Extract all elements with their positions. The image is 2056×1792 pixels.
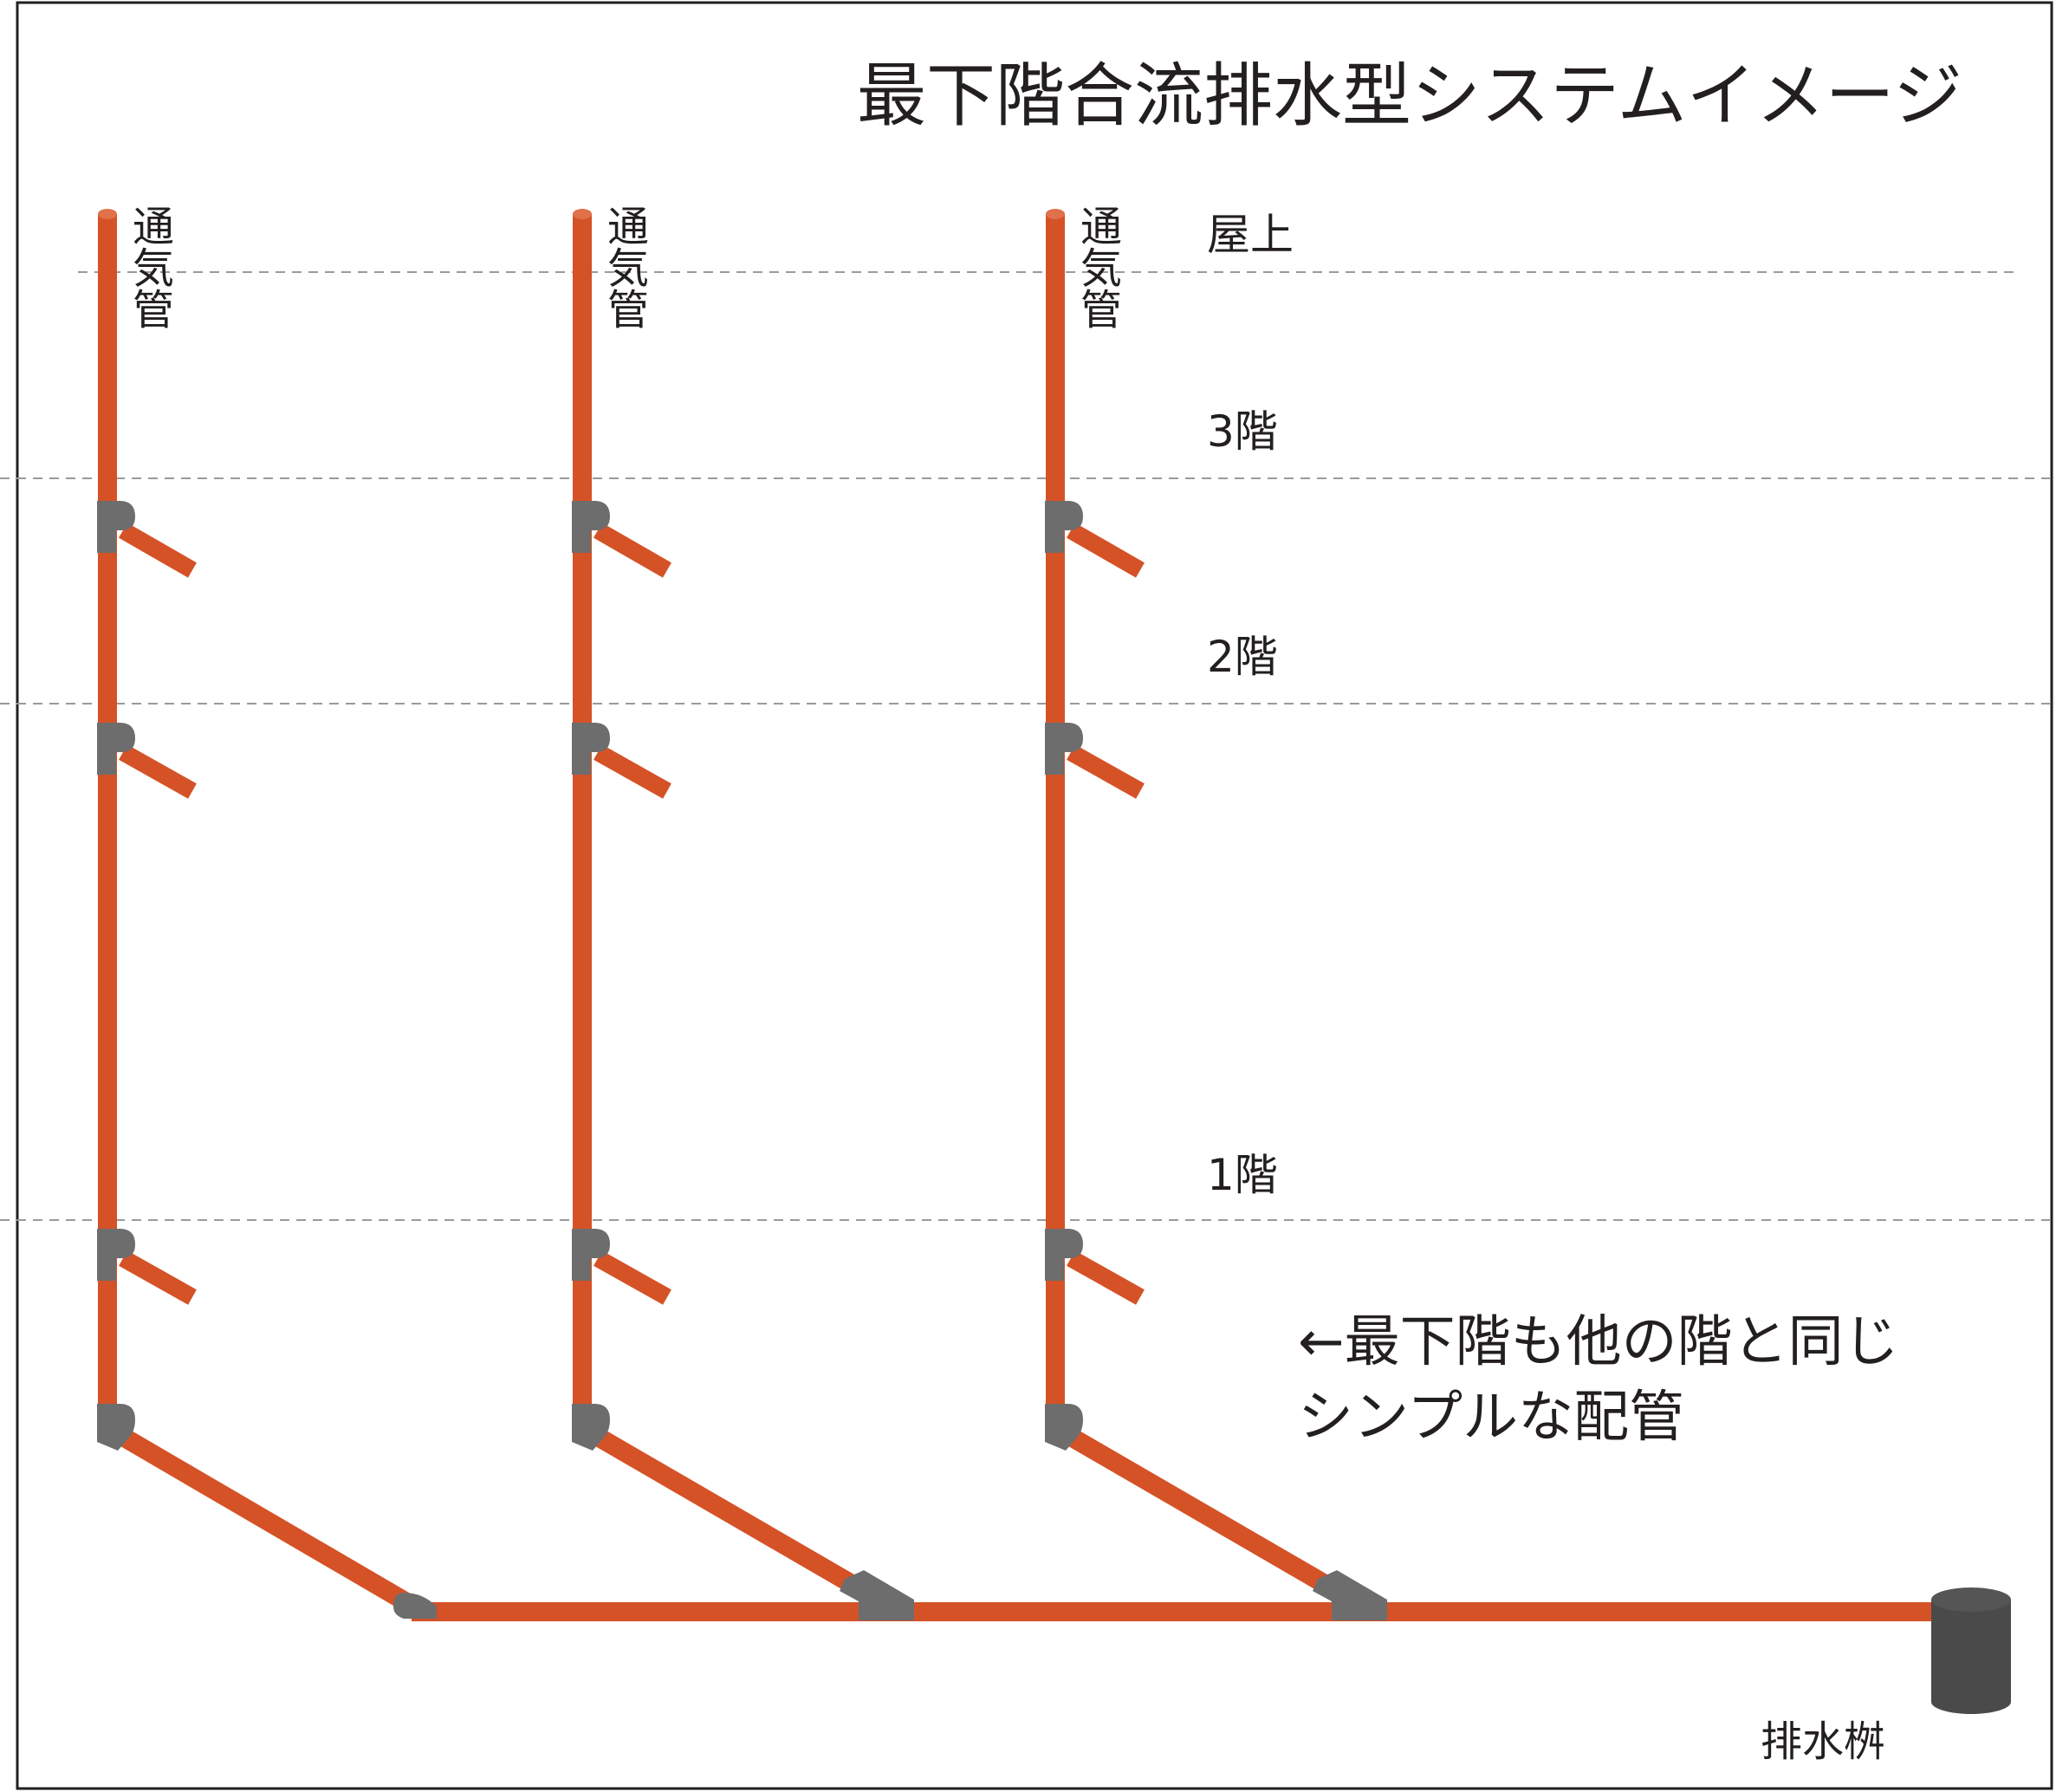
vent-pipe-label: 通気管 [600,205,648,329]
pipe-top-cap [573,209,592,219]
elbow-fitting [97,1404,135,1451]
note-line-2: シンプルな配管 [1298,1386,1684,1450]
tee-fitting-2f [572,723,610,775]
drain-stack-3 [1045,209,1387,1620]
wye-joint [393,1593,437,1619]
wye-joint [840,1570,914,1620]
drain-stack-1 [97,209,437,1619]
diagonal-drain-pipe [118,1428,418,1614]
tee-fitting-3f [572,501,610,553]
wye-joint [1313,1570,1387,1620]
floor-dividers [0,271,2052,1221]
pipe-top-cap [98,209,117,219]
branch-pipe-1f [119,1250,197,1305]
tee-fitting-1f [1045,1229,1083,1281]
drain-stack-2 [572,209,914,1620]
elbow-fitting [1045,1404,1083,1451]
branch-pipe-1f [593,1250,671,1305]
branch-pipe-2f [593,744,671,799]
tee-fitting-1f [97,1229,135,1281]
floor-label-3f: 3階 [1207,406,1278,457]
branch-pipe-3f [119,523,197,578]
note-line-1: ←最下階も他の階と同じ [1298,1310,1899,1374]
tee-fitting-3f [97,501,135,553]
pipe-top-cap [1046,209,1065,219]
floor-label-2f: 2階 [1207,632,1278,682]
diagonal-drain-pipe [1066,1428,1336,1596]
branch-pipe-3f [593,523,671,578]
vent-pipe-label: 通気管 [1073,205,1121,329]
catch-basin-top [1931,1587,2011,1612]
diagonal-drain-pipe [593,1428,863,1596]
tee-fitting-2f [1045,723,1083,775]
diagram-title: 最下階合流排水型システムイメージ [857,55,1962,136]
branch-pipe-2f [119,744,197,799]
elbow-fitting [572,1404,610,1451]
branch-pipe-2f [1067,744,1145,799]
vent-pipe-label: 通気管 [125,205,173,329]
tee-fitting-2f [97,723,135,775]
floor-label-roof: 屋上 [1207,210,1294,260]
branch-pipe-1f [1067,1250,1145,1305]
tee-fitting-3f [1045,501,1083,553]
catch-basin [1931,1587,2011,1714]
frame [16,1,2053,1790]
catch-basin-bottom [1931,1690,2011,1714]
tee-fitting-1f [572,1229,610,1281]
catch-basin-body [1931,1600,2011,1702]
catch-basin-label: 排水桝 [1761,1717,1885,1766]
branch-pipe-3f [1067,523,1145,578]
floor-label-1f: 1階 [1207,1150,1278,1200]
